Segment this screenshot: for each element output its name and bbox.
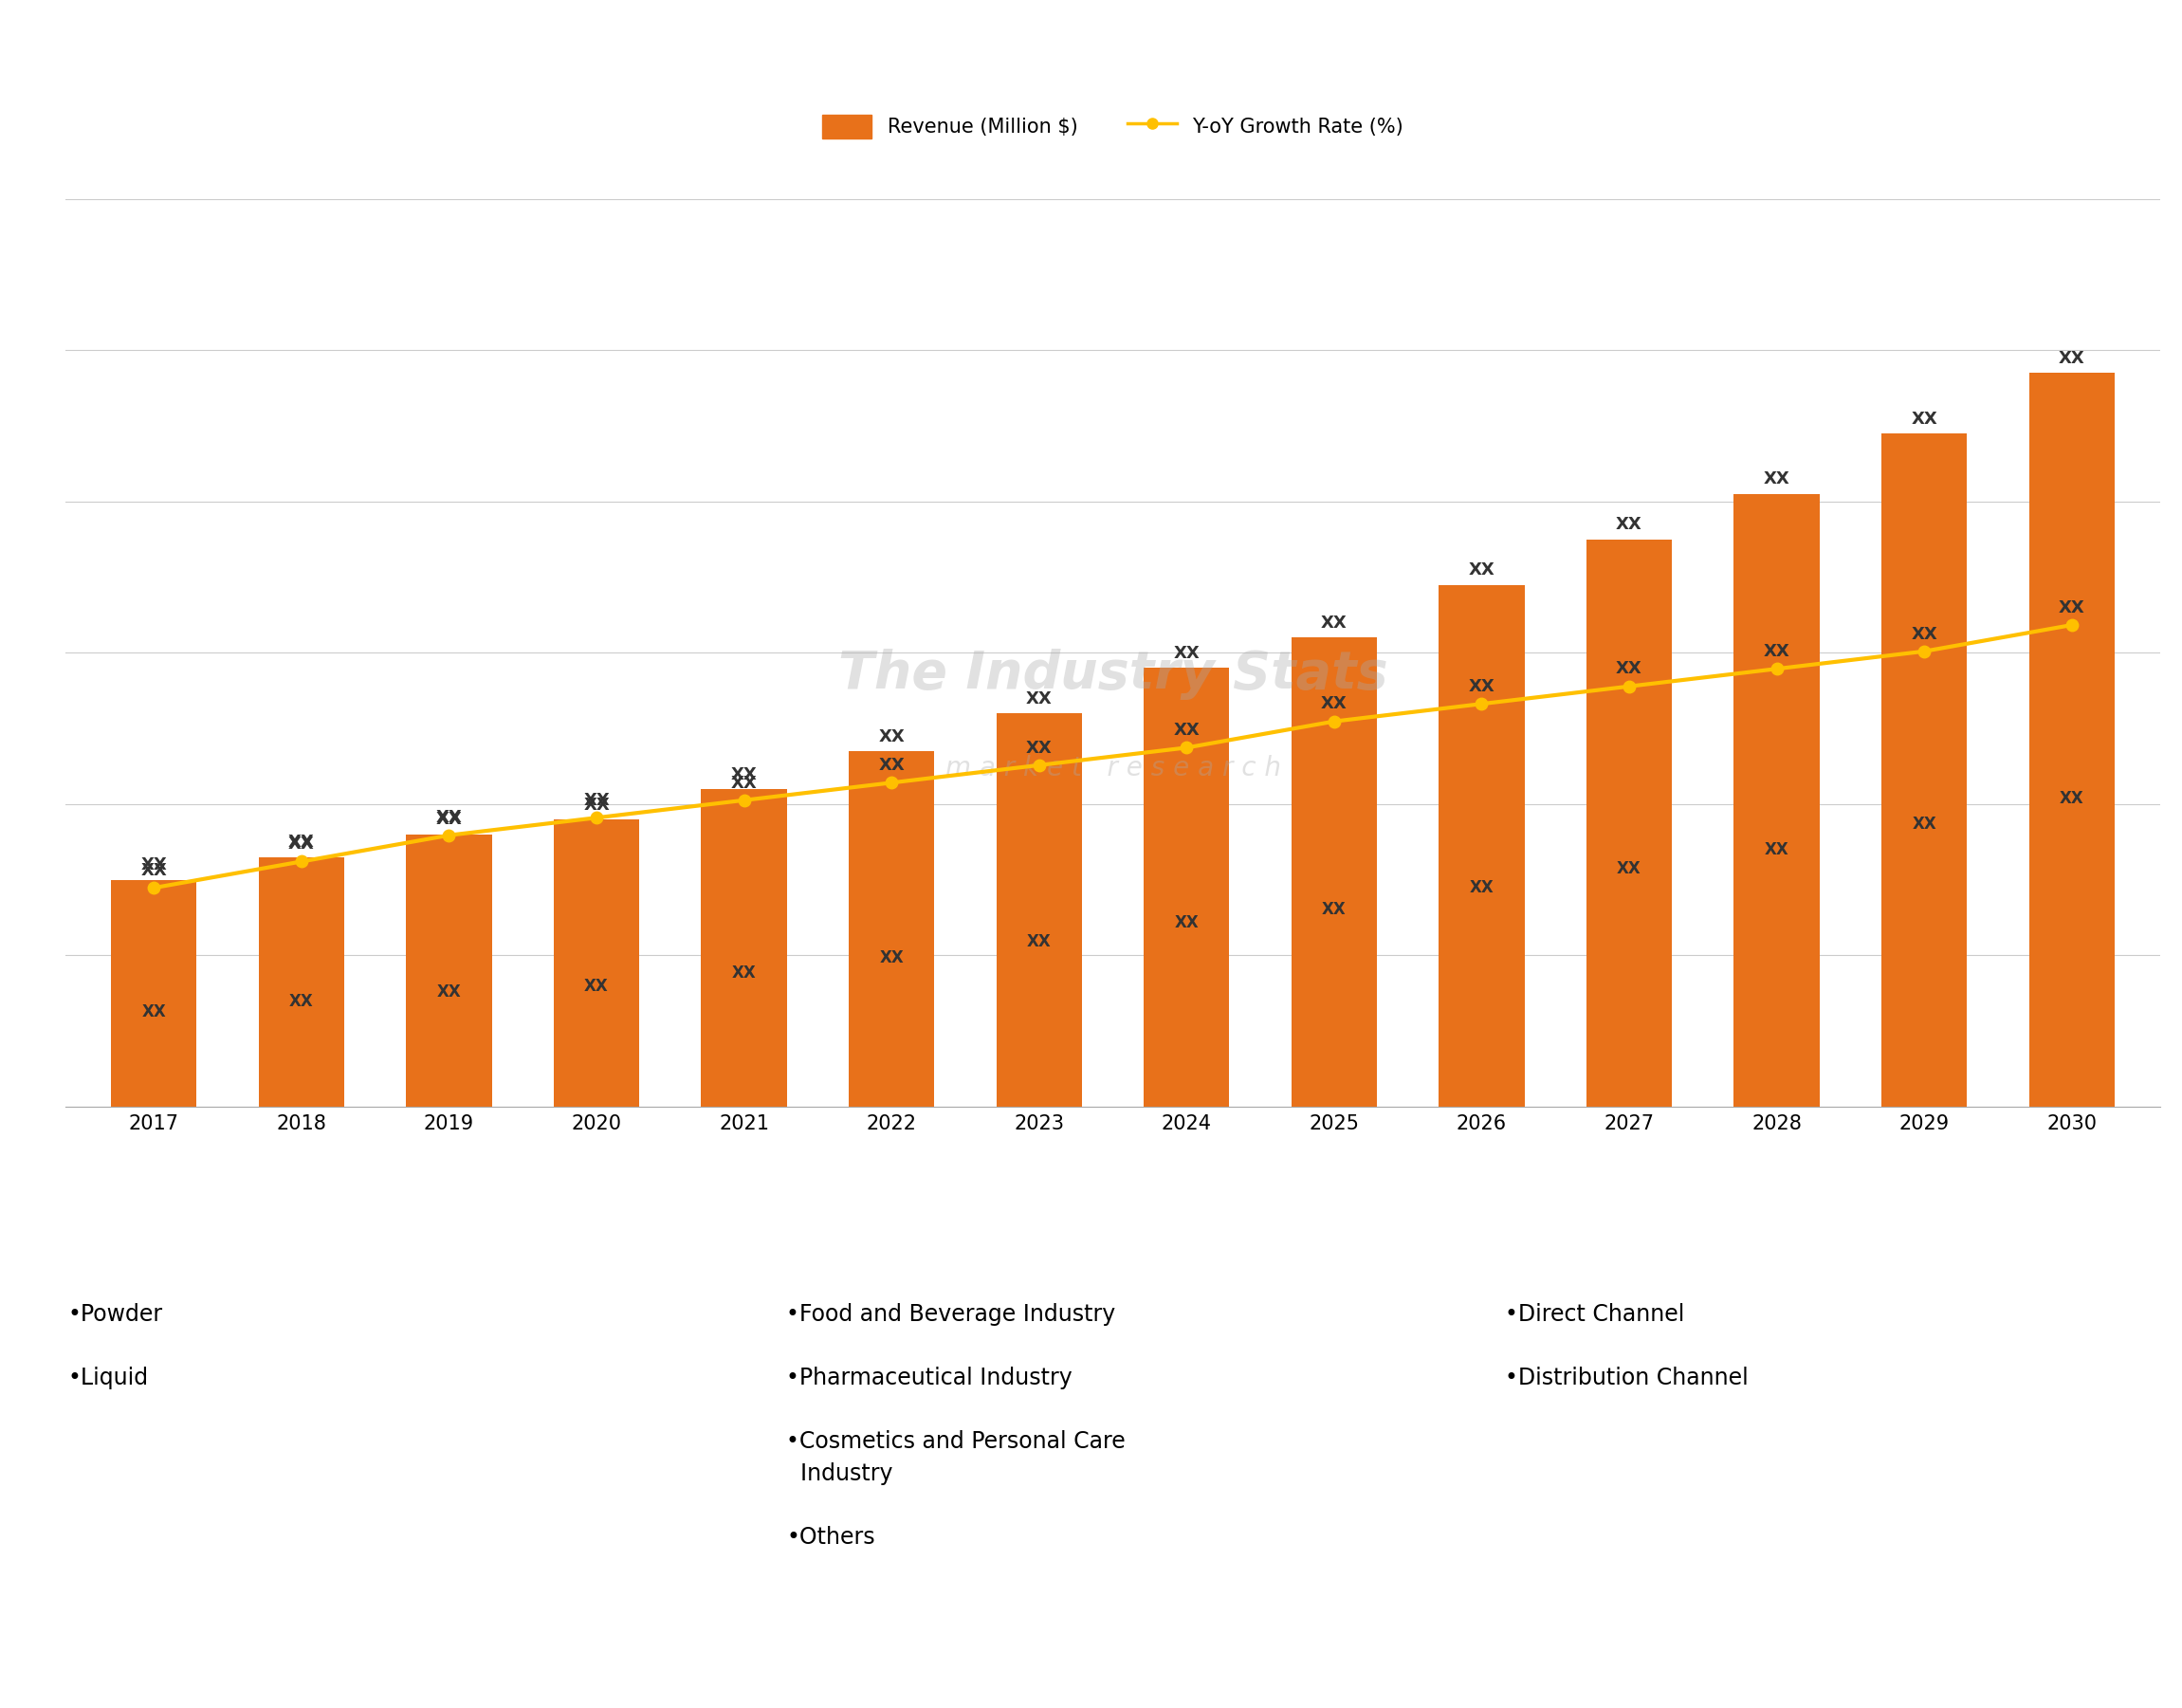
Text: XX: XX <box>2058 350 2084 367</box>
Text: XX: XX <box>1468 562 1495 579</box>
Text: •Food and Beverage Industry

•Pharmaceutical Industry

•Cosmetics and Personal C: •Food and Beverage Industry •Pharmaceuti… <box>786 1303 1126 1549</box>
Text: Fig. Global Compressible Sugar Market Status and Outlook: Fig. Global Compressible Sugar Market St… <box>28 39 988 67</box>
Text: •Direct Channel

•Distribution Channel: •Direct Channel •Distribution Channel <box>1506 1303 1748 1390</box>
Text: XX: XX <box>879 728 906 745</box>
Text: XX: XX <box>288 834 314 851</box>
Text: Website: www.theindustrystats.com: Website: www.theindustrystats.com <box>1527 1653 1933 1674</box>
Text: XX: XX <box>1026 740 1052 757</box>
Text: XX: XX <box>436 810 463 827</box>
Text: XX: XX <box>2058 600 2084 617</box>
Text: XX: XX <box>1617 859 1641 876</box>
Bar <box>406 835 491 1107</box>
Text: XX: XX <box>1320 615 1346 632</box>
Text: The Industry Stats: The Industry Stats <box>838 649 1388 700</box>
Text: XX: XX <box>2060 791 2084 808</box>
Text: XX: XX <box>879 757 906 774</box>
Bar <box>997 714 1082 1107</box>
Text: XX: XX <box>288 835 314 852</box>
Bar <box>849 752 934 1107</box>
Text: XX: XX <box>1320 695 1346 712</box>
Text: •Powder

•Liquid: •Powder •Liquid <box>68 1303 164 1390</box>
Legend: Revenue (Million $), Y-oY Growth Rate (%): Revenue (Million $), Y-oY Growth Rate (%… <box>814 106 1412 147</box>
Text: XX: XX <box>1174 914 1198 931</box>
Text: XX: XX <box>731 765 757 782</box>
Text: XX: XX <box>1322 902 1346 919</box>
Text: XX: XX <box>1028 933 1052 950</box>
Text: Source: Theindustrystats Analysis: Source: Theindustrystats Analysis <box>44 1653 425 1674</box>
Text: Product Types: Product Types <box>268 1187 478 1214</box>
Text: XX: XX <box>1468 678 1495 695</box>
Text: XX: XX <box>142 863 168 880</box>
Text: XX: XX <box>1911 815 1935 832</box>
Text: m a r k e t   r e s e a r c h: m a r k e t r e s e a r c h <box>945 755 1281 782</box>
Bar <box>260 857 345 1107</box>
Text: XX: XX <box>1911 625 1938 642</box>
Text: XX: XX <box>1617 661 1643 678</box>
Text: Application: Application <box>1006 1187 1176 1214</box>
Text: XX: XX <box>731 965 757 982</box>
Text: XX: XX <box>436 811 463 828</box>
Text: XX: XX <box>879 950 903 967</box>
Text: XX: XX <box>1617 516 1643 533</box>
Text: XX: XX <box>142 1003 166 1020</box>
Text: XX: XX <box>1763 471 1789 488</box>
Text: Sales Channels: Sales Channels <box>1698 1187 1922 1214</box>
Bar <box>700 789 788 1107</box>
Bar <box>554 820 639 1107</box>
Bar <box>1586 540 1671 1107</box>
Text: XX: XX <box>1911 410 1938 427</box>
Bar <box>2029 372 2114 1107</box>
Text: XX: XX <box>436 984 460 1001</box>
Text: XX: XX <box>583 796 609 813</box>
Bar <box>1292 637 1377 1107</box>
Text: XX: XX <box>731 774 757 791</box>
Text: XX: XX <box>142 857 168 874</box>
Text: XX: XX <box>585 977 609 994</box>
Text: XX: XX <box>1763 642 1789 659</box>
Bar <box>1881 434 1966 1107</box>
Text: XX: XX <box>1174 646 1200 663</box>
Text: XX: XX <box>290 994 314 1011</box>
Text: XX: XX <box>1174 722 1200 740</box>
Text: Email: sales@theindustrystats.com: Email: sales@theindustrystats.com <box>807 1653 1200 1674</box>
Bar <box>1143 668 1228 1107</box>
Text: XX: XX <box>583 793 609 810</box>
Text: XX: XX <box>1468 880 1495 897</box>
Bar <box>1438 584 1525 1107</box>
Bar <box>111 880 196 1107</box>
Text: XX: XX <box>1026 690 1052 707</box>
Bar <box>1735 494 1820 1107</box>
Text: XX: XX <box>1765 840 1789 857</box>
